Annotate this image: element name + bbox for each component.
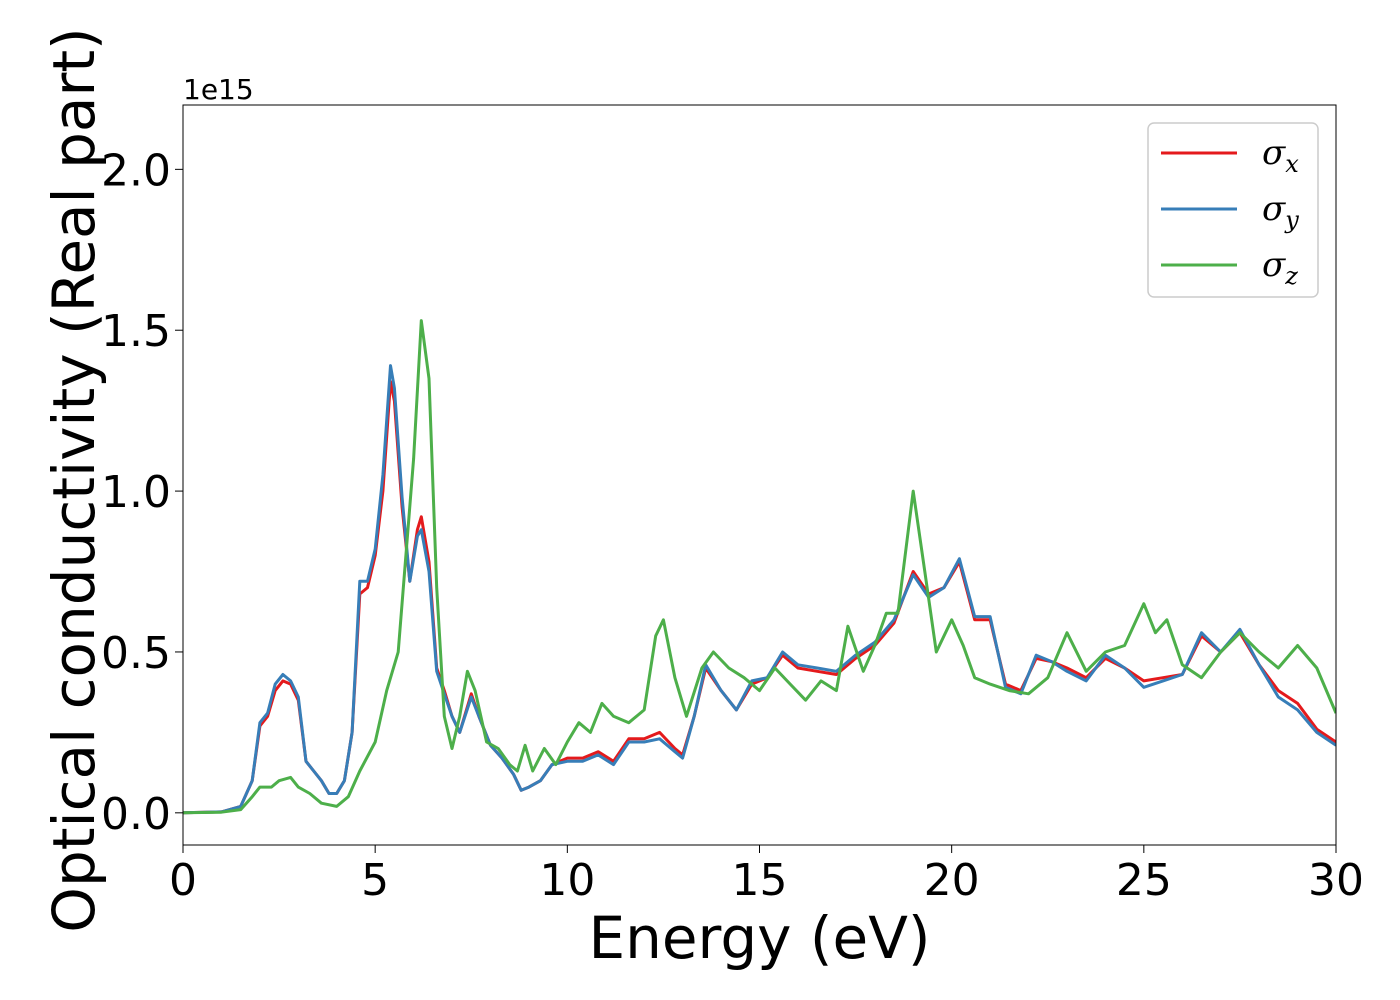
y-tick-label: 1.5 [101, 306, 171, 357]
y-tick-label: 2.0 [101, 145, 171, 196]
y-tick-label: 0.0 [101, 789, 171, 840]
plot-area-frame [182, 104, 1337, 846]
y-axis-label: Optical conductivity (Real part) [40, 27, 108, 932]
series-line-z [183, 319, 1336, 815]
axis-ticks: 0 5 10 15 20 25 30 0.0 0.5 1.0 1.5 2.0 [101, 145, 1364, 906]
x-tick-label: 10 [539, 855, 595, 906]
y-tick-label: 1.0 [101, 467, 171, 518]
x-tick-label: 0 [169, 855, 197, 906]
y-axis-offset-text: 1e15 [183, 73, 254, 106]
x-tick-label: 30 [1308, 855, 1364, 906]
x-axis-label: Energy (eV) [588, 904, 930, 972]
x-tick-label: 5 [361, 855, 389, 906]
x-tick-label: 20 [924, 855, 980, 906]
x-tick-label: 15 [732, 855, 788, 906]
series-line-x [183, 380, 1336, 815]
series-lines [183, 319, 1336, 815]
series-line-y [183, 364, 1336, 815]
y-tick-label: 0.5 [101, 628, 171, 679]
x-tick-label: 25 [1116, 855, 1172, 906]
